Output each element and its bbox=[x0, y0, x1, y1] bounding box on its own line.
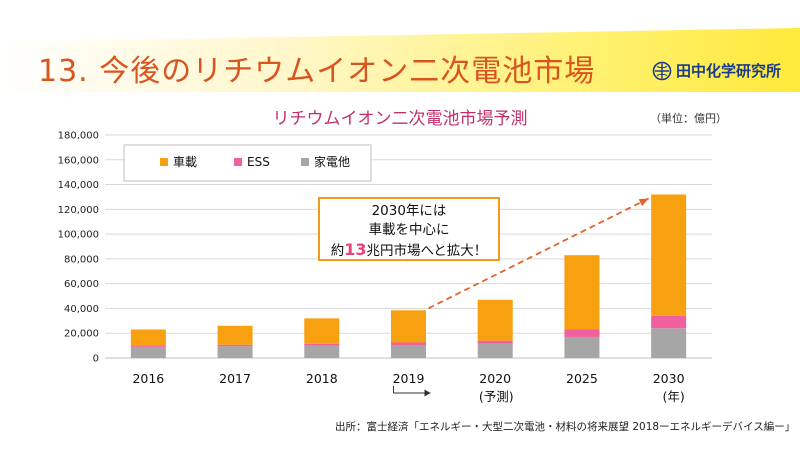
x-tick-label: 2018 bbox=[306, 371, 338, 386]
bar-segment bbox=[651, 328, 687, 358]
trend-dashed-arrow bbox=[428, 197, 650, 310]
bar-segment bbox=[564, 255, 600, 330]
y-tick-label: 40,000 bbox=[64, 304, 99, 315]
bar-segment bbox=[304, 345, 340, 358]
callout-post: 兆円市場へと拡大！ bbox=[366, 243, 488, 259]
callout-line-3: 約13兆円市場へと拡大！ bbox=[320, 240, 498, 261]
legend-label: ESS bbox=[247, 155, 270, 169]
bar-segment bbox=[477, 299, 513, 341]
bar-segment bbox=[651, 315, 687, 329]
bar-segment bbox=[477, 340, 513, 344]
slide-title: 13. 今後のリチウムイオン二次電池市場 bbox=[38, 54, 596, 89]
y-tick-label: 20,000 bbox=[64, 329, 99, 340]
y-tick-label: 120,000 bbox=[58, 205, 99, 216]
y-tick-label: 180,000 bbox=[58, 131, 99, 142]
bar-segment bbox=[651, 194, 687, 316]
trend-arrowhead bbox=[638, 198, 649, 207]
bar-segment bbox=[217, 325, 253, 345]
x-tick-label: 2030 bbox=[653, 371, 685, 386]
chart-title: リチウムイオン二次電池市場予測 bbox=[272, 109, 528, 129]
logo-globe-icon bbox=[652, 61, 672, 80]
y-tick-label: 80,000 bbox=[64, 254, 99, 265]
forecast-label: (予測) bbox=[479, 389, 514, 404]
x-tick-label: 2017 bbox=[219, 371, 251, 386]
bar-segment bbox=[564, 329, 600, 337]
y-axis-tick-labels: 0 20,000 40,000 60,000 80,000 100,000 120,000 1… bbox=[58, 131, 99, 365]
bar-segment bbox=[217, 346, 253, 358]
x-tick-label: 2019 bbox=[393, 371, 425, 386]
legend-swatch bbox=[160, 158, 168, 166]
x-unit-label: (年) bbox=[663, 389, 685, 404]
x-tick-label: 2020 bbox=[479, 371, 511, 386]
callout-pre: 約 bbox=[330, 243, 345, 259]
legend-swatch bbox=[234, 158, 242, 166]
callout-line-2: 車載を中心に bbox=[368, 222, 450, 238]
bar-segment bbox=[391, 344, 426, 358]
x-tick-label: 2016 bbox=[132, 371, 164, 386]
bar-segment bbox=[391, 342, 426, 345]
legend-label: 家電他 bbox=[314, 154, 350, 169]
x-tick-label: 2025 bbox=[566, 371, 598, 386]
y-tick-label: 100,000 bbox=[58, 230, 99, 241]
company-logo: 田中化学研究所 bbox=[652, 60, 781, 81]
bar-segment bbox=[304, 343, 340, 346]
unit-label: （単位：億円） bbox=[650, 112, 727, 125]
logo-text: 田中化学研究所 bbox=[676, 62, 782, 80]
bar-segment bbox=[564, 336, 600, 358]
y-tick-label: 0 bbox=[93, 354, 99, 365]
callout-highlight: 13 bbox=[344, 240, 367, 259]
bar-segment bbox=[477, 343, 513, 358]
callout-line-1: 2030年には bbox=[371, 203, 447, 219]
bar-segment bbox=[130, 329, 166, 346]
bar-segment bbox=[304, 318, 340, 344]
legend-label: 車載 bbox=[173, 155, 197, 169]
y-tick-label: 60,000 bbox=[64, 279, 99, 290]
bar-segment bbox=[391, 310, 426, 343]
forecast-arrowhead bbox=[424, 389, 431, 397]
x-axis-tick-labels: 2016 2017 2018 2019 2020 2025 2030 (予測) (年) bbox=[132, 371, 684, 404]
bar-segment bbox=[130, 345, 166, 347]
y-tick-label: 140,000 bbox=[58, 180, 99, 191]
callout-box: 2030年には 車載を中心に 約13兆円市場へと拡大！ bbox=[318, 197, 500, 261]
bar-segment bbox=[217, 344, 253, 347]
source-note: 出所：富士経済「エネルギー・大型二次電池・材料の将来展望 2018ーエネルギーデ… bbox=[335, 421, 796, 433]
legend-swatch bbox=[301, 158, 309, 166]
y-tick-label: 160,000 bbox=[58, 155, 99, 166]
bar-segment bbox=[130, 346, 166, 358]
legend: 車載 ESS 家電他 bbox=[123, 144, 372, 182]
bars bbox=[130, 194, 687, 358]
annotations bbox=[393, 197, 650, 397]
